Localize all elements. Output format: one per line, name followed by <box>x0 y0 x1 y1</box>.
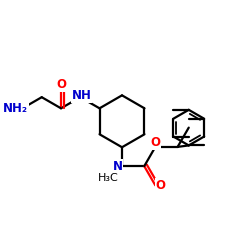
Text: O: O <box>150 136 160 149</box>
Text: NH₂: NH₂ <box>3 102 28 115</box>
Text: N: N <box>112 160 122 173</box>
Text: H₃C: H₃C <box>98 174 119 184</box>
Text: O: O <box>56 78 66 92</box>
Text: O: O <box>156 179 166 192</box>
Text: NH: NH <box>72 90 92 102</box>
